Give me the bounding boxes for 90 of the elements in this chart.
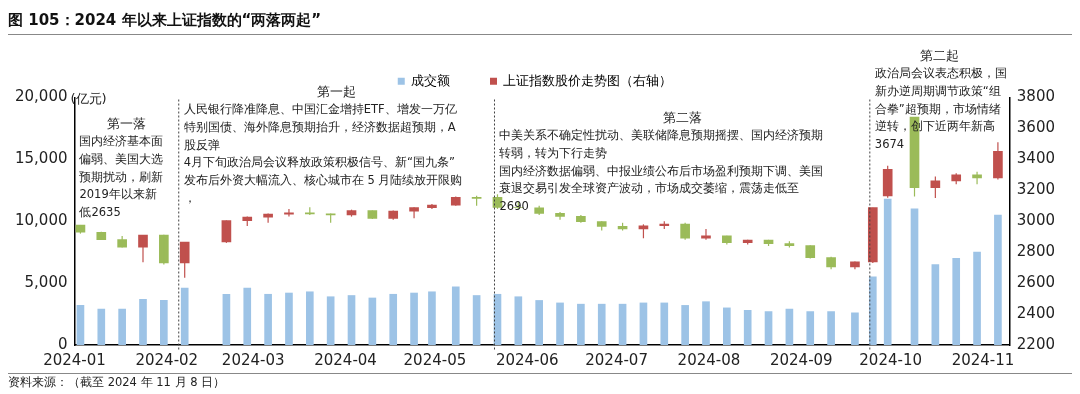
- x-tick-label: 2024-11: [951, 350, 1015, 369]
- bar: [97, 308, 106, 345]
- candlestick: [784, 240, 795, 249]
- x-tick-label: 2024-10: [859, 350, 923, 369]
- bar: [160, 300, 168, 345]
- bar: [535, 300, 544, 345]
- bar: [410, 292, 418, 345]
- bar: [827, 311, 835, 345]
- x-tick-label: 2024-05: [403, 350, 467, 369]
- x-tick-label: 2024-01: [43, 350, 106, 369]
- chart-title: 图 105：2024 年以来上证指数的“两落两起”: [8, 8, 1072, 35]
- bar: [285, 292, 293, 345]
- y2-tick-label: 2800: [1016, 242, 1056, 261]
- bar: [785, 308, 794, 345]
- y2-tick-label: 3800: [1016, 87, 1056, 106]
- bar: [597, 303, 606, 345]
- bar: [994, 214, 1002, 345]
- candlestick: [596, 220, 607, 232]
- text: 资料来源：（截至 2024 年 11 月 8 日）: [8, 373, 1072, 390]
- bar: [180, 287, 189, 345]
- y2-tick-label: 3400: [1016, 149, 1056, 168]
- bar: [389, 293, 398, 345]
- bar: [305, 291, 314, 345]
- bar: [764, 311, 773, 345]
- bar: [618, 303, 627, 345]
- x-tick-label: 2024-08: [677, 350, 741, 369]
- bar: [368, 297, 377, 345]
- annotation: 人民银行降准降息、中国汇金增持ETF、增发一万亿特别国债、海外降息预期抬升，经济数据超预期，A股反弹: [183, 101, 457, 152]
- x-tick-label: 2024-09: [769, 350, 833, 369]
- bar: [806, 311, 815, 345]
- bar: [868, 276, 877, 345]
- y-tick-label: 10,000: [14, 211, 68, 230]
- bar: [118, 308, 126, 345]
- legend-label: 上证指数股价走势图（右轴）: [503, 72, 673, 88]
- y-tick-label: 0: [57, 334, 68, 353]
- x-tick-label: 2024-06: [495, 350, 559, 369]
- y-tick-label: 5,000: [24, 273, 68, 292]
- candlestick: [388, 209, 399, 221]
- bar: [222, 293, 231, 345]
- annotation: 第一落: [107, 116, 147, 132]
- y2-tick-label: 3600: [1016, 118, 1056, 137]
- candlestick: [179, 241, 190, 279]
- bar: [428, 291, 436, 345]
- bar: [451, 286, 460, 345]
- bar: [973, 251, 981, 345]
- y2-tick-label: 3200: [1016, 180, 1056, 199]
- bar: [514, 296, 523, 345]
- legend-label: 成交额: [411, 72, 450, 88]
- x-tick-label: 2024-02: [135, 350, 199, 369]
- bar: [326, 296, 335, 345]
- x-tick-label: 2024-07: [585, 350, 648, 369]
- bar: [910, 208, 919, 345]
- candlestick: [159, 234, 169, 266]
- y2-tick-label: 2200: [1016, 334, 1056, 353]
- bar: [639, 302, 648, 345]
- bar: [931, 264, 940, 345]
- annotation: 第一起: [317, 84, 357, 100]
- candlestick: [555, 211, 565, 221]
- bar: [952, 258, 961, 345]
- annotation: 国内经济数据偏弱、中报业绩公布后市场盈利预期下调、美国衰退交易引发全球资产波动，市场成交萎缩，震荡走低至2690: [499, 163, 824, 214]
- bar: [851, 312, 859, 345]
- y2-tick-label: 3000: [1016, 211, 1056, 230]
- text: 第二起: [920, 48, 960, 64]
- y2-tick-label: 2600: [1016, 273, 1056, 292]
- candlestick: [117, 235, 127, 249]
- bar: [577, 303, 585, 345]
- bar: [681, 305, 689, 345]
- bar: [347, 295, 356, 345]
- bar: [660, 302, 669, 345]
- bar: [76, 305, 85, 345]
- bar: [723, 307, 731, 345]
- x-tick-label: 2024-03: [221, 350, 285, 369]
- annotation: 国内经济基本面偏弱、美国大选预期扰动，刷新2019年以来新低2635: [79, 133, 164, 220]
- candlestick: [882, 165, 893, 199]
- bar: [243, 287, 252, 345]
- x-tick-label: 2024-04: [314, 350, 377, 369]
- y-tick-label: 15,000: [14, 149, 68, 168]
- y2-tick-label: 2400: [1016, 303, 1056, 322]
- bar: [743, 310, 752, 345]
- bar: [472, 295, 481, 345]
- annotation: 中美关系不确定性扰动、美联储降息预期摇摆、国内经济预期转弱，转为下行走势: [499, 127, 824, 160]
- bar: [556, 302, 564, 345]
- bar: [702, 301, 710, 345]
- y-axis-title: (亿元): [70, 90, 107, 106]
- bar: [264, 293, 272, 345]
- annotation: 第二落: [662, 110, 702, 126]
- annotation: 4月下旬政治局会议释放政策积极信号、新“国九条”发布后外资大幅流入、核心城市在 5 月陆续放开限购，: [183, 155, 463, 205]
- candlestick: [409, 206, 419, 219]
- y-tick-label: 20,000: [14, 87, 68, 106]
- bar: [139, 298, 147, 345]
